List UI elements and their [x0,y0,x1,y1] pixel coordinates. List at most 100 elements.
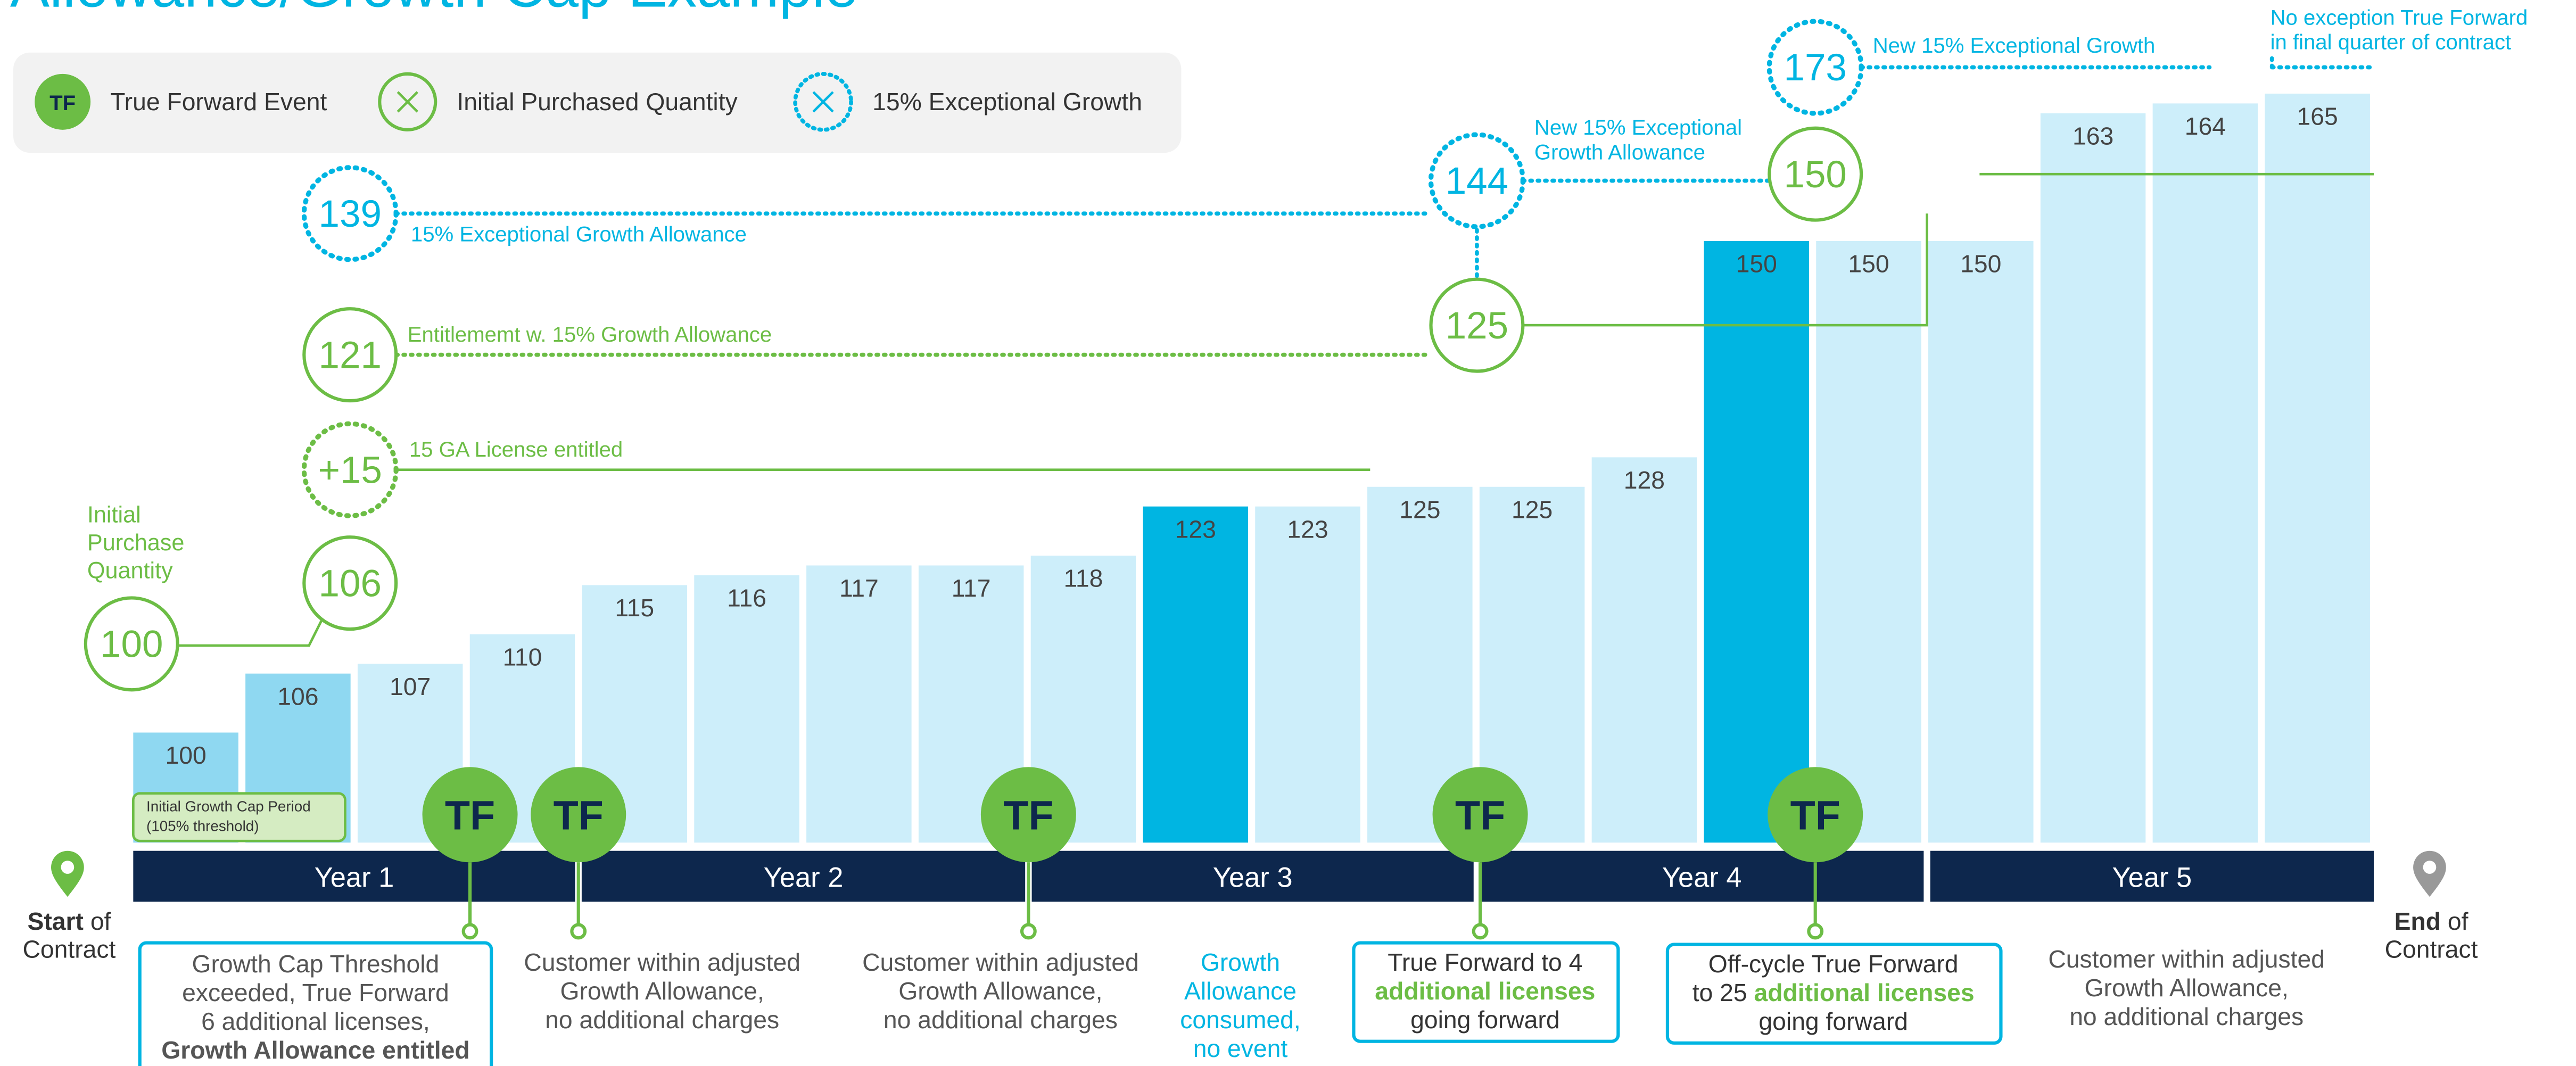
note-line: Growth Allowance, [560,977,764,1005]
start-label: Contract [23,935,116,963]
connector [177,618,324,647]
note-text: Growth Allowance, [560,977,764,1005]
year-band [1480,850,1924,902]
note-line: Growth Allowance entitled [161,1036,469,1064]
bar-value-label: 106 [277,682,318,710]
note-text: going forward [1758,1007,1908,1035]
note-line: True Forward to 4 [1388,948,1582,976]
tf-event [980,767,1076,863]
bar [1591,457,1697,843]
end-text: of [2441,907,2468,935]
callout-label: New 15% Exceptional [1534,115,1742,139]
year-label: Year 5 [2112,863,2192,894]
bar [2152,103,2258,843]
start-label: Start of [28,907,111,935]
note-text: Customer within adjusted [862,948,1139,976]
note-text: Growth Cap Threshold [192,950,440,978]
bar-value-label: 150 [1848,250,1889,278]
value-circle [301,165,399,262]
tf-stem-end [1020,923,1037,940]
bar-value-label: 123 [1287,515,1328,543]
note-text: True Forward to 4 [1388,948,1582,976]
tf-label: TF [445,793,495,839]
legend-icon-initial [378,72,437,131]
year-label: Year 2 [764,863,844,894]
tf-event [1432,767,1528,863]
legend-icon-label: TF [49,91,76,115]
note-text: Growth [1201,948,1280,976]
callout-label: Growth Allowance [1534,140,1705,164]
connector [1523,213,1928,327]
bar-value-label: 110 [503,643,542,671]
note-line: no additional charges [884,1006,1118,1034]
note-text: no additional charges [884,1006,1118,1034]
year-label: Year 1 [315,863,394,894]
tf-label: TF [554,793,604,839]
tf-event [1768,767,1863,863]
note-text: consumed, [1180,1006,1300,1034]
growth-cap-label: Initial Growth Cap Period [146,798,311,815]
bar-value-label: 107 [390,673,431,700]
bar-value-label: 118 [1064,565,1103,592]
bar [1704,241,1809,843]
callout-label: 15% Exceptional Growth Allowance [411,222,747,246]
tf-stem-end [461,923,478,940]
note-line: Growth [1201,948,1280,976]
tf-stem-end [570,923,587,940]
callout-label: Purchase [87,530,184,556]
note-line: Off-cycle True Forward [1708,950,1959,978]
note-line: no additional charges [2069,1003,2303,1030]
start-text: of [84,907,111,935]
value-circle-label: 125 [1446,305,1508,347]
bar-value-label: 115 [615,594,654,622]
note-line: consumed, [1180,1006,1300,1034]
note-line: Growth Allowance, [2085,974,2289,1002]
growth-cap-label: (105% threshold) [146,818,259,834]
legend-icon-growth [793,72,853,132]
note-text: Off-cycle True Forward [1708,950,1959,978]
value-circle [1768,126,1863,222]
bar-value-label: 123 [1175,515,1216,543]
bar-value-label: 125 [1399,495,1440,523]
note-line: Customer within adjusted [862,948,1139,976]
note-line: no event [1193,1035,1288,1062]
note-text: Growth Allowance, [2085,974,2289,1002]
tf-label: TF [1003,793,1053,839]
tf-label: TF [1790,793,1840,839]
value-circle [1428,132,1525,229]
bar [1255,506,1360,843]
note-line: additional licenses [1375,977,1595,1005]
note-box [1352,941,1620,1043]
value-circle [302,307,398,403]
start-bold: Start [28,907,84,935]
year-band [133,850,575,902]
value-circle [1766,19,1864,116]
year-label: Year 3 [1213,863,1293,894]
tf-event [531,767,626,863]
note-text: Customer within adjusted [524,948,800,976]
note-line: no additional charges [545,1006,779,1034]
bar-value-label: 100 [165,741,206,769]
end-label: End of [2395,907,2468,935]
value-circle [1429,277,1525,373]
legend-box [13,52,1182,153]
value-circle-label: 173 [1784,47,1846,89]
bar-value-label: 117 [839,574,879,602]
legend-icon-x [397,91,418,113]
value-circle [302,535,398,631]
bar-value-label: 150 [1960,250,2001,278]
legend-label: 15% Exceptional Growth [872,88,1142,115]
year-band [1031,850,1474,902]
note-text: no event [1193,1035,1288,1062]
bar [1143,506,1249,843]
note-text: no additional charges [2069,1003,2303,1030]
tf-stem-end [1472,923,1489,940]
start-pin [51,850,84,897]
bar [806,565,912,843]
value-circle-label: 100 [100,624,163,666]
value-circle-label: +15 [318,449,382,491]
connector [1475,178,1772,278]
note-text: 6 additional licenses, [201,1007,430,1035]
bar [1928,241,2034,843]
note-text: Customer within adjusted [2048,945,2325,973]
